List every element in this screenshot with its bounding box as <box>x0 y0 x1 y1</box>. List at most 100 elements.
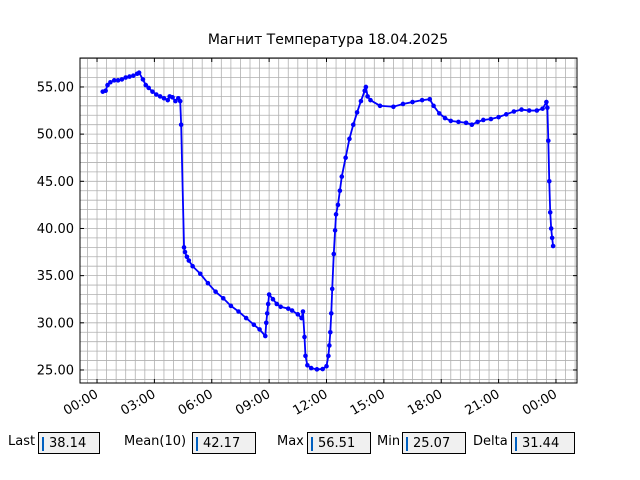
point <box>534 108 540 113</box>
point <box>111 78 117 83</box>
point <box>354 110 360 115</box>
point <box>326 353 331 359</box>
point <box>263 320 269 326</box>
x-tick-label: 15:00 <box>348 387 388 419</box>
stat-label: Delta <box>473 434 508 449</box>
point <box>328 329 333 335</box>
point <box>331 251 337 257</box>
point <box>320 366 325 372</box>
point <box>140 77 146 82</box>
x-tick-label: 03:00 <box>118 387 158 419</box>
point <box>308 365 314 371</box>
point <box>115 78 121 83</box>
point <box>262 333 268 339</box>
point <box>545 105 550 111</box>
point <box>328 311 334 316</box>
point <box>105 82 110 88</box>
point <box>165 97 171 103</box>
y-tick-label: 25.00 <box>37 363 74 378</box>
point <box>363 84 369 90</box>
point <box>550 243 556 249</box>
point <box>544 99 549 105</box>
x-tick-label: 09:00 <box>233 387 273 419</box>
point <box>324 363 329 369</box>
point <box>153 92 159 97</box>
point <box>314 367 320 372</box>
point <box>131 73 136 78</box>
point <box>547 210 553 215</box>
point <box>285 306 291 311</box>
point <box>150 89 155 94</box>
point <box>266 292 272 297</box>
stat-label: Last <box>8 434 36 449</box>
y-tick-label: 35.00 <box>37 269 74 284</box>
point <box>295 312 301 317</box>
point <box>236 309 241 314</box>
point <box>181 245 187 250</box>
point <box>503 112 509 117</box>
y-tick-label: 55.00 <box>37 80 74 95</box>
plot-frame <box>79 57 578 384</box>
point <box>305 362 310 368</box>
point <box>123 75 129 80</box>
point <box>178 122 184 127</box>
point <box>365 94 370 99</box>
x-tick-label: 18:00 <box>405 387 445 419</box>
point <box>410 99 415 105</box>
point <box>161 95 167 101</box>
point <box>274 301 280 307</box>
stat-value: 42.17 <box>192 432 256 454</box>
point <box>377 103 383 109</box>
y-tick-label: 30.00 <box>37 316 74 331</box>
point <box>146 85 151 91</box>
point <box>119 77 125 82</box>
stat-value: 38.14 <box>38 432 100 454</box>
point <box>540 106 545 111</box>
point <box>190 263 195 269</box>
point <box>103 88 108 94</box>
line <box>102 71 554 371</box>
x-tick-label: 00:00 <box>520 387 560 419</box>
stat-label: Min <box>377 434 401 449</box>
point <box>511 109 517 114</box>
point <box>186 258 192 263</box>
point <box>264 311 270 316</box>
point <box>475 119 480 125</box>
point <box>548 226 554 231</box>
point <box>333 212 339 217</box>
point <box>427 96 433 102</box>
y-tick-label: 45.00 <box>37 175 74 190</box>
point <box>469 122 475 127</box>
point <box>437 111 442 116</box>
point <box>463 120 469 126</box>
point <box>127 74 132 79</box>
point <box>347 136 352 142</box>
stat-value: 56.51 <box>307 432 371 454</box>
x-tick-label: 06:00 <box>176 387 216 419</box>
point <box>358 98 364 104</box>
point <box>329 286 335 292</box>
point <box>289 308 295 313</box>
point <box>546 179 552 184</box>
point <box>205 280 211 286</box>
point <box>170 95 175 100</box>
point <box>270 296 276 302</box>
point <box>400 101 406 107</box>
stat-label: Max <box>277 434 304 449</box>
point <box>157 94 163 99</box>
point <box>442 115 448 121</box>
chart: Магнит Температура 18.04.2025 25.00 30.00… <box>37 32 578 419</box>
point <box>368 97 373 103</box>
point <box>243 315 249 321</box>
point <box>362 88 368 94</box>
point <box>496 114 501 120</box>
point <box>335 202 341 208</box>
point <box>197 271 203 277</box>
point <box>184 254 190 260</box>
point <box>448 118 454 124</box>
point <box>173 98 178 104</box>
stat-value: 31.44 <box>511 432 575 454</box>
stat-value: 25.07 <box>402 432 466 454</box>
point <box>302 334 307 340</box>
